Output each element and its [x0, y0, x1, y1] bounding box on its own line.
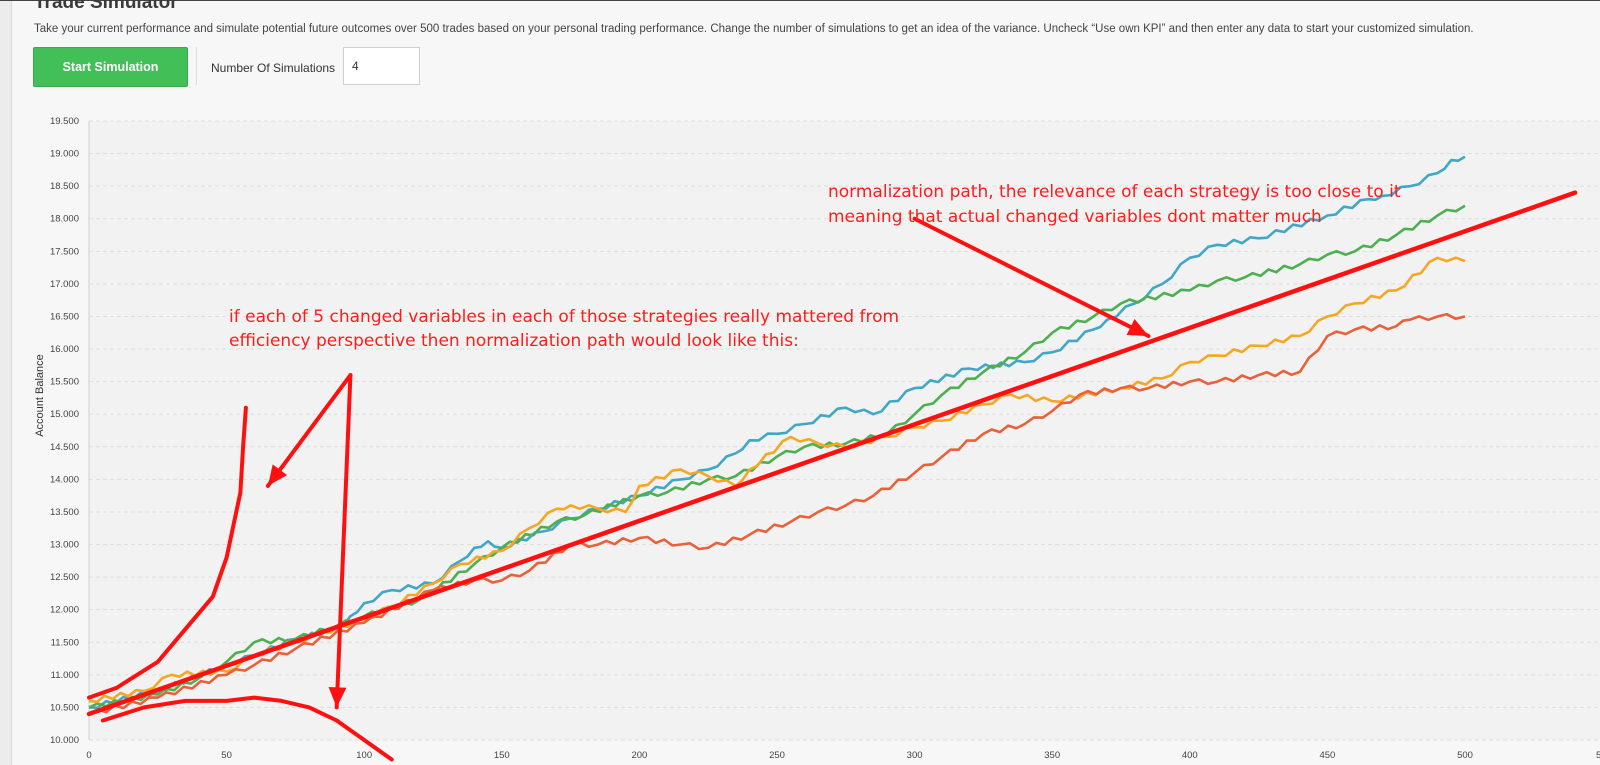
hand-drawn-flattening-curve	[100, 695, 394, 762]
x-tick-label: 0	[86, 750, 91, 761]
annotation-text-4: efficiency perspective then normalizatio…	[229, 331, 799, 351]
page-description: Take your current performance and simula…	[34, 23, 1474, 35]
x-tick-label: 500	[1457, 750, 1473, 761]
y-tick-label: 13.000	[50, 540, 79, 551]
y-tick-label: 15.500	[50, 377, 79, 388]
normalization-trend-line	[86, 190, 1578, 717]
y-tick-label: 12.500	[50, 572, 79, 583]
y-tick-label: 17.000	[50, 279, 79, 290]
x-tick-label: 300	[907, 750, 923, 761]
x-tick-label: 400	[1182, 750, 1198, 761]
annotation-arrow-1	[265, 373, 353, 488]
y-tick-label: 11.000	[51, 670, 79, 681]
y-tick-label: 10.500	[50, 702, 79, 713]
y-tick-label: 10.000	[50, 735, 79, 746]
x-tick-label: 100	[356, 750, 372, 761]
y-tick-label: 12.000	[50, 605, 79, 616]
y-tick-label: 14.000	[50, 474, 79, 485]
y-tick-label: 15.000	[50, 409, 79, 420]
number-of-simulations-label: Number Of Simulations	[211, 61, 336, 75]
annotation-text-3: if each of 5 changed variables in each o…	[229, 307, 899, 327]
hand-drawn-exponential-curve	[87, 405, 248, 700]
y-tick-label: 17.500	[50, 246, 79, 257]
annotation-text-2: meaning that actual changed variables do…	[828, 207, 1322, 227]
x-tick-label: 350	[1044, 750, 1060, 761]
start-simulation-button[interactable]: Start Simulation	[33, 47, 188, 87]
annotation-text-1: normalization path, the relevance of eac…	[828, 182, 1401, 202]
annotation-arrowhead-3	[1126, 318, 1149, 337]
y-axis-title: Account Balance	[34, 354, 46, 437]
x-tick-label: 150	[494, 750, 510, 761]
y-tick-label: 19.500	[50, 116, 79, 127]
y-tick-label: 13.500	[50, 507, 79, 518]
series-line-4	[88, 312, 1466, 716]
y-tick-label: 11.500	[51, 637, 79, 648]
toolbar-divider	[196, 47, 197, 85]
x-tick-label: 200	[631, 750, 647, 761]
y-tick-label: 18.000	[50, 214, 79, 225]
number-of-simulations-input[interactable]	[343, 47, 420, 85]
page-title: Trade Simulator	[34, 0, 178, 13]
x-tick-label: 50	[221, 750, 232, 761]
x-tick-label: 250	[769, 750, 785, 761]
annotation-arrowhead-1	[267, 464, 288, 486]
page-top-border	[0, 0, 1600, 1]
annotation-arrowhead-2	[328, 686, 347, 708]
series-line-2	[88, 204, 1466, 709]
y-tick-label: 16.000	[50, 344, 79, 355]
y-tick-label: 18.500	[50, 181, 79, 192]
annotation-arrow-2	[334, 373, 353, 710]
annotation-arrow-3	[912, 216, 1151, 339]
x-tick-label-partial: 5	[1596, 750, 1600, 761]
page-left-border	[0, 0, 12, 765]
x-tick-label: 450	[1319, 750, 1335, 761]
y-tick-label: 14.500	[50, 442, 79, 453]
y-tick-label: 16.500	[50, 311, 79, 322]
y-tick-label: 19.000	[50, 149, 79, 160]
